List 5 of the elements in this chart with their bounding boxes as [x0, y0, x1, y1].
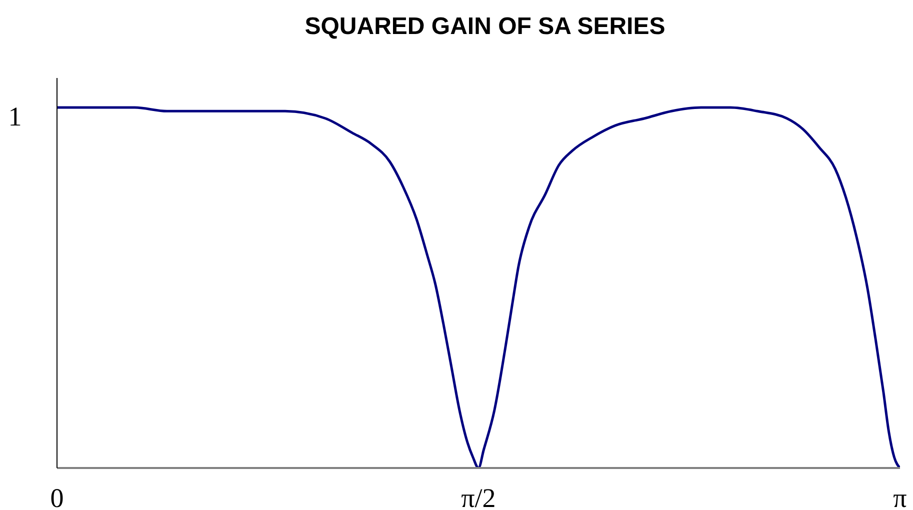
- x-tick-label: 0: [50, 483, 64, 510]
- chart-title: SQUARED GAIN OF SA SERIES: [304, 12, 666, 42]
- text: 1: [8, 102, 22, 132]
- x-tick-label: π/2: [461, 483, 496, 510]
- x-tick-label: π: [893, 483, 908, 510]
